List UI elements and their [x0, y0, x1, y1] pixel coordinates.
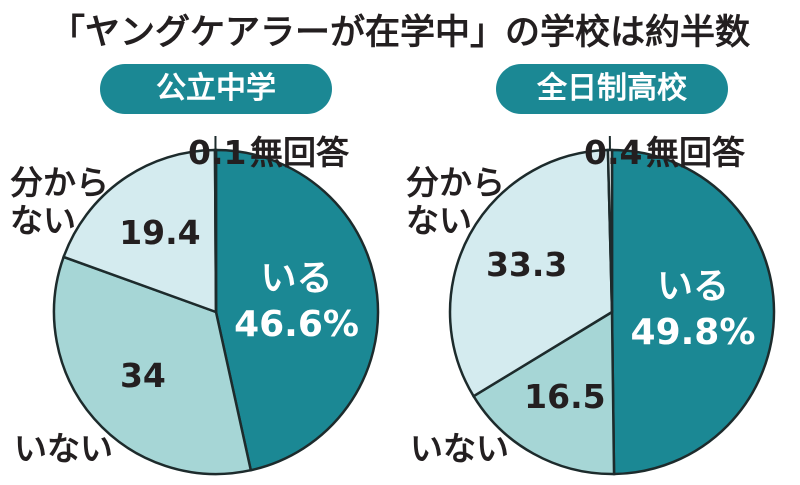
pie-slice [610, 148, 776, 476]
legend-label: いない [14, 429, 113, 468]
data-label: 33.3 [485, 245, 568, 285]
legend-label: いない [410, 429, 509, 468]
pie-title: 公立中学 [100, 64, 332, 114]
legend-label: 分からない [10, 163, 109, 240]
legend-label: 分からない [406, 163, 505, 240]
slice-category-label: いる [656, 266, 729, 308]
data-label: 0.4 [584, 133, 643, 172]
pie-title: 全日制高校 [496, 64, 728, 114]
data-label: 46.6% [234, 304, 359, 346]
legend-label: 無回答 [646, 133, 745, 172]
data-label: 0.1 [188, 133, 247, 172]
data-label: 34 [119, 356, 166, 396]
data-label: 16.5 [524, 377, 606, 417]
slice-category-label: いる [260, 258, 333, 300]
data-label: 49.8% [630, 312, 756, 354]
legend-label: 無回答 [250, 133, 349, 172]
pie-slice [213, 148, 218, 313]
pie-slice [214, 148, 380, 472]
pie-slice [448, 148, 614, 398]
chart-title: 「ヤングケアラーが在学中」の学校は約半数 [49, 13, 750, 53]
pie-slice [471, 309, 616, 476]
pie-slice [62, 148, 218, 314]
data-label: 19.4 [119, 212, 201, 252]
pie-slice [52, 255, 253, 476]
